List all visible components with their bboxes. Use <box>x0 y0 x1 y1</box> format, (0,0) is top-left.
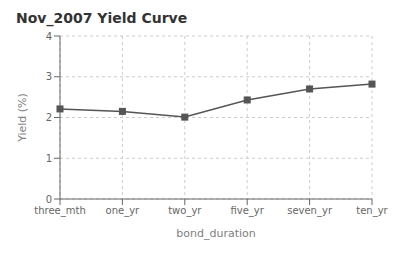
svg-text:three_mth: three_mth <box>34 205 85 217</box>
svg-text:0: 0 <box>46 194 52 205</box>
html-text:Nov_2007 Yield Curve: Nov_2007 Yield Curve <box>16 10 188 26</box>
svg-text:ten_yr: ten_yr <box>356 205 388 217</box>
svg-text:3: 3 <box>46 71 52 82</box>
svg-text:two_yr: two_yr <box>168 205 202 217</box>
svg-text:4: 4 <box>46 31 52 42</box>
svg-text:1: 1 <box>46 153 52 164</box>
svg-text:seven_yr: seven_yr <box>287 205 333 217</box>
svg-text:Yield (%): Yield (%) <box>16 93 29 143</box>
svg-text:five_yr: five_yr <box>230 205 264 217</box>
svg-text:bond_duration: bond_duration <box>176 227 255 240</box>
svg-text:2: 2 <box>46 112 52 123</box>
svg-text:one_yr: one_yr <box>106 205 141 217</box>
